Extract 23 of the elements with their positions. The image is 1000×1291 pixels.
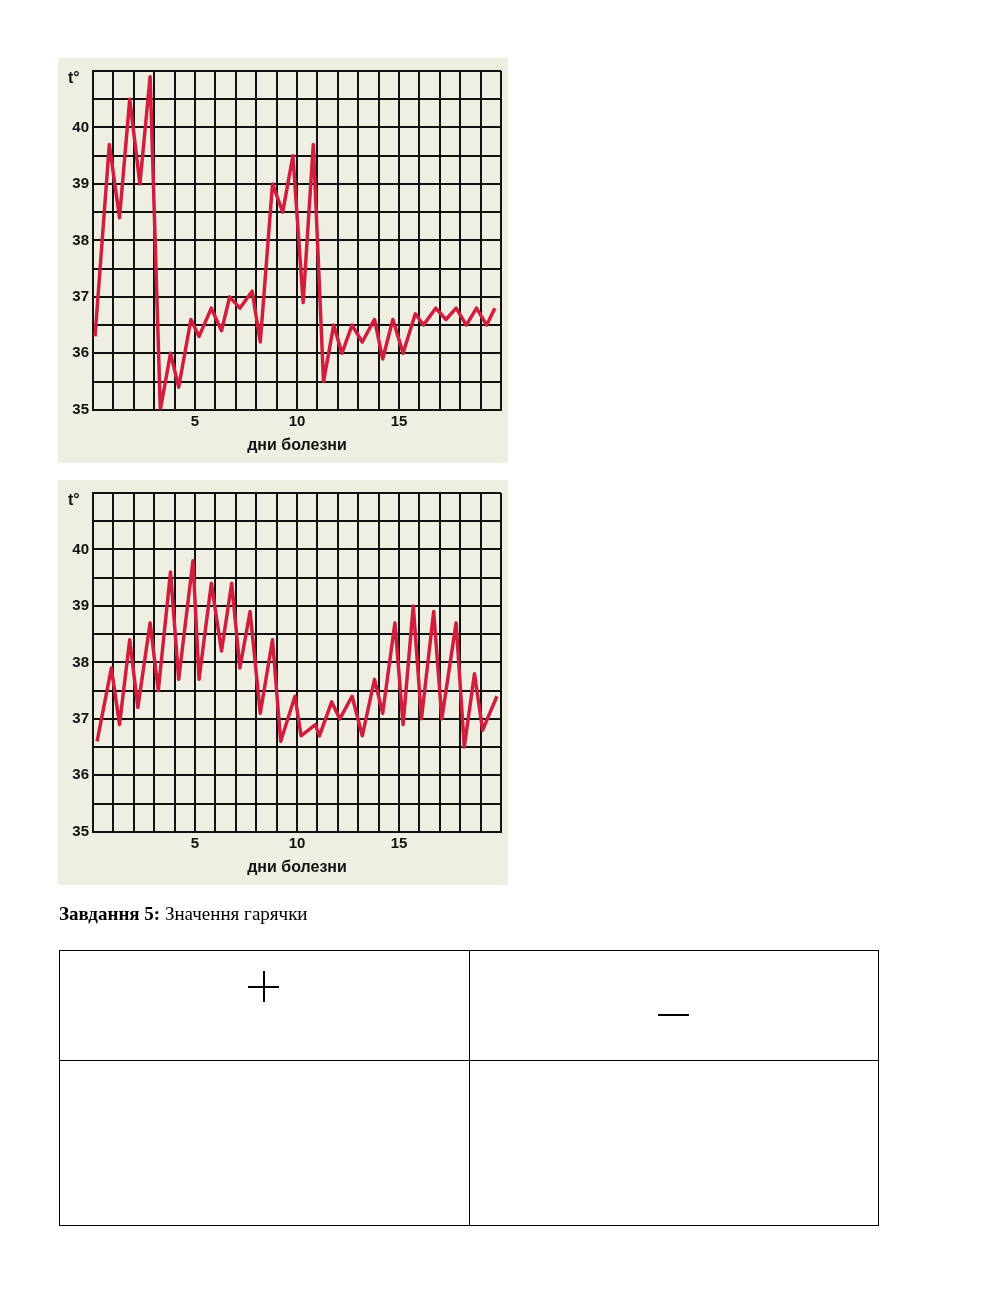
y-tick-label: 37 xyxy=(72,709,89,727)
x-tick-label: 5 xyxy=(190,833,200,851)
y-axis-title: t° xyxy=(68,69,80,87)
y-tick-label: 40 xyxy=(72,117,89,135)
x-tick-label: 5 xyxy=(190,411,200,429)
y-tick-label: 39 xyxy=(72,174,89,192)
x-tick-label: 10 xyxy=(288,411,306,429)
x-tick-label: 15 xyxy=(390,833,408,851)
y-tick-label: 38 xyxy=(72,652,89,670)
y-tick-label: 36 xyxy=(72,343,89,361)
y-tick-label: 36 xyxy=(72,765,89,783)
y-tick-label: 40 xyxy=(72,539,89,557)
y-tick-label: 35 xyxy=(72,821,89,839)
y-tick-label: 39 xyxy=(72,596,89,614)
x-tick-label: 10 xyxy=(288,833,306,851)
y-tick-label: 35 xyxy=(72,399,89,417)
x-axis-title: дни болезни xyxy=(247,435,347,453)
x-axis-title: дни болезни xyxy=(247,857,347,875)
y-tick-label: 37 xyxy=(72,287,89,305)
x-tick-label: 15 xyxy=(390,411,408,429)
y-axis-title: t° xyxy=(68,491,80,509)
text: Завдання 5: Значення гарячки xyxy=(59,903,308,924)
y-tick-label: 38 xyxy=(72,230,89,248)
